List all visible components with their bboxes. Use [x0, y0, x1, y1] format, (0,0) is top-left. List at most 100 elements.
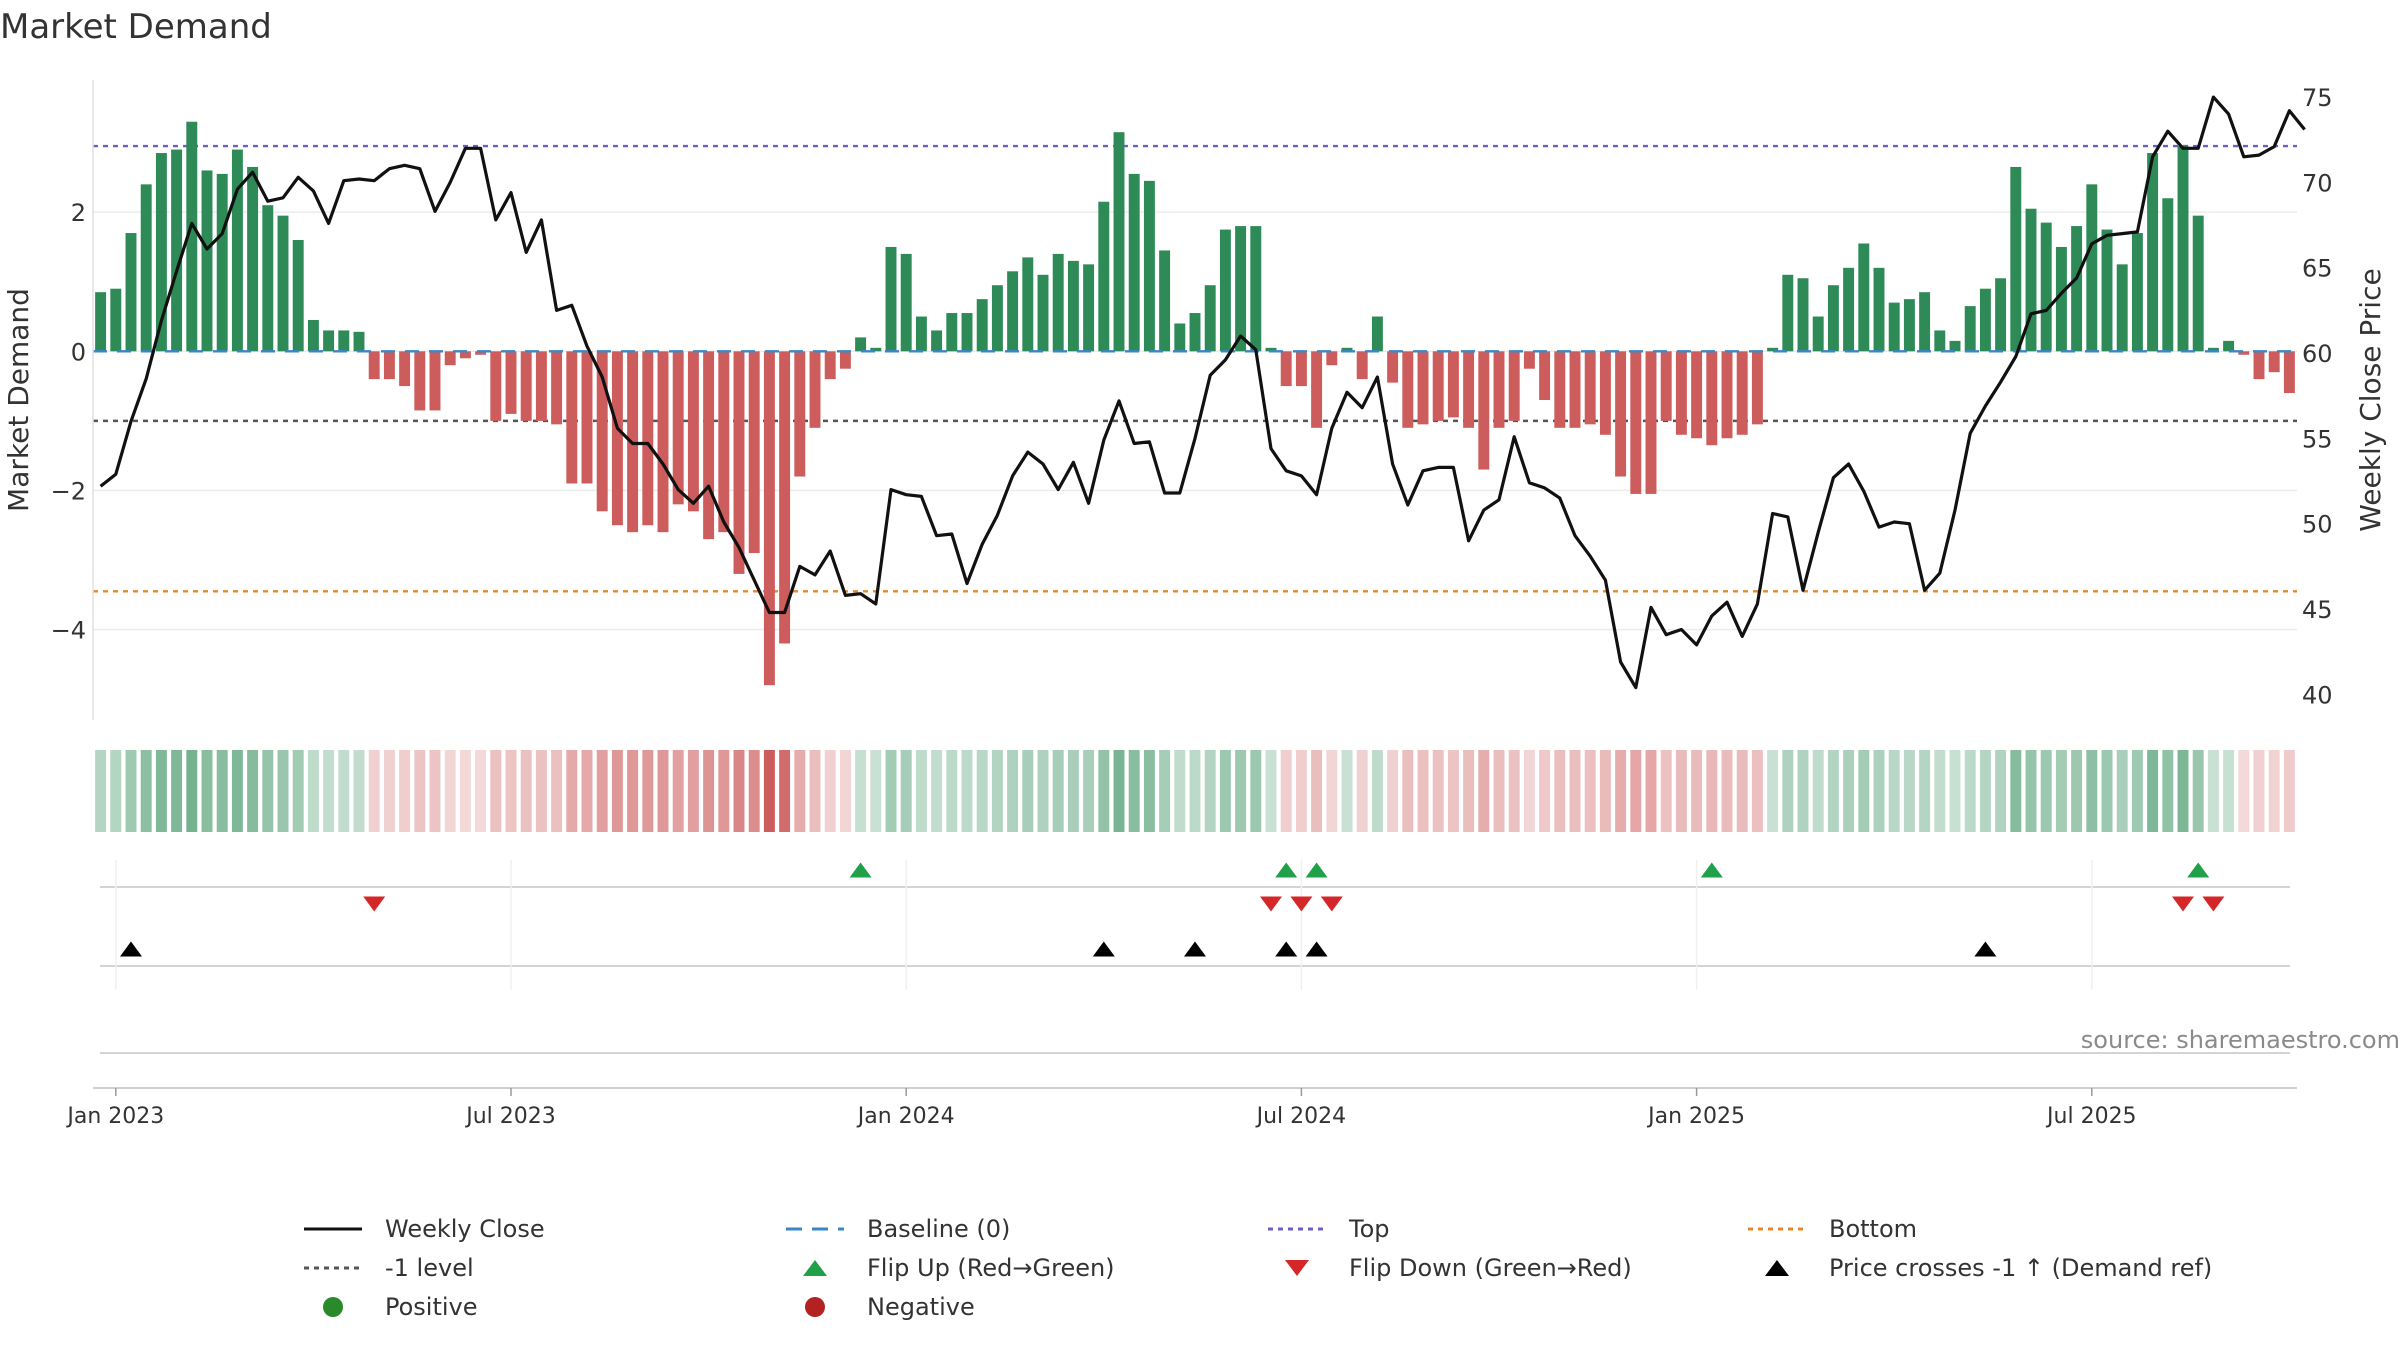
demand-bar — [1949, 340, 1961, 352]
heat-cell — [429, 750, 441, 832]
demand-bar — [2010, 166, 2022, 352]
demand-bar — [1919, 292, 1931, 352]
demand-bar — [125, 233, 137, 352]
demand-bar — [1843, 267, 1855, 352]
demand-bar — [703, 351, 715, 540]
y2-tick-label: 55 — [2302, 425, 2333, 453]
heat-cell — [2177, 750, 2189, 832]
heat-cell — [1995, 750, 2007, 832]
heat-cell — [125, 750, 137, 832]
demand-bar — [2192, 215, 2204, 352]
demand-bar — [733, 351, 745, 574]
demand-bar — [1934, 330, 1946, 352]
demand-bar — [824, 351, 836, 380]
demand-bar — [475, 351, 487, 355]
y2-tick-label: 65 — [2302, 255, 2333, 283]
demand-bar — [535, 351, 547, 421]
demand-bar — [779, 351, 791, 644]
flip-down-marker — [1320, 896, 1343, 912]
demand-bar — [2040, 222, 2052, 352]
heat-cell — [1189, 750, 1201, 832]
heat-cell — [262, 750, 274, 832]
demand-bar — [1660, 351, 1672, 421]
price-cross-marker — [1974, 941, 1997, 957]
demand-bar — [718, 351, 730, 533]
demand-bar — [1113, 132, 1125, 352]
heat-cell — [1083, 750, 1095, 832]
heat-cell — [475, 750, 487, 832]
heat-cell — [976, 750, 988, 832]
demand-bar — [429, 351, 441, 411]
heat-cell — [1432, 750, 1444, 832]
heat-cell — [1584, 750, 1596, 832]
demand-bar — [1888, 302, 1900, 352]
heat-cell — [839, 750, 851, 832]
heat-cell — [2162, 750, 2174, 832]
demand-bar — [794, 351, 806, 477]
heat-cell — [611, 750, 623, 832]
demand-bar — [946, 313, 958, 352]
heat-cell — [1767, 750, 1779, 832]
heat-cell — [1204, 750, 1216, 832]
y2-tick-label: 75 — [2302, 84, 2333, 112]
heat-cell — [2131, 750, 2143, 832]
legend-label: Top — [1348, 1215, 1390, 1243]
y2-tick-label: 40 — [2302, 681, 2333, 709]
flip-up-marker — [1305, 862, 1328, 878]
demand-bar — [1037, 274, 1049, 352]
y-tick-label: −4 — [51, 617, 86, 645]
heat-cell — [1478, 750, 1490, 832]
demand-bar — [991, 285, 1003, 352]
demand-bar — [95, 292, 107, 352]
heat-cell — [1174, 750, 1186, 832]
demand-bar — [323, 330, 335, 352]
heat-cell — [1143, 750, 1155, 832]
heat-cell — [459, 750, 471, 832]
demand-bar — [444, 351, 456, 366]
demand-bar — [1569, 351, 1581, 428]
flip-up-marker — [2187, 862, 2210, 878]
heat-cell — [687, 750, 699, 832]
demand-bar — [885, 246, 897, 352]
legend-label: Flip Up (Red→Green) — [867, 1254, 1115, 1282]
heat-cell — [1417, 750, 1429, 832]
y-tick-label: 2 — [71, 199, 86, 227]
demand-bar — [2071, 226, 2083, 352]
price-series — [99, 95, 2306, 690]
demand-bar — [110, 288, 122, 352]
heat-cell — [1630, 750, 1642, 832]
demand-bar — [1098, 201, 1110, 352]
heat-cell — [1052, 750, 1064, 832]
demand-bar — [216, 173, 228, 352]
legend-label: Negative — [867, 1293, 975, 1321]
demand-bar — [231, 149, 243, 352]
demand-bar — [1265, 347, 1277, 352]
demand-bar — [307, 320, 319, 352]
heat-cell — [323, 750, 335, 832]
demand-bar — [2086, 184, 2098, 352]
demand-bar — [1903, 299, 1915, 352]
demand-bar — [247, 166, 259, 352]
heat-cell — [2071, 750, 2083, 832]
legend-swatch — [805, 1297, 825, 1317]
heat-cell — [307, 750, 319, 832]
heat-cell — [1615, 750, 1627, 832]
heat-cell — [171, 750, 183, 832]
heat-cell — [1022, 750, 1034, 832]
price-cross-marker — [1092, 941, 1115, 957]
demand-bar — [1280, 351, 1292, 387]
flip-up-marker — [1275, 862, 1298, 878]
demand-bar — [763, 351, 775, 686]
heat-cell — [1569, 750, 1581, 832]
demand-bar — [2116, 264, 2128, 352]
heat-cell — [1934, 750, 1946, 832]
demand-bar — [1219, 229, 1231, 352]
demand-bar — [292, 240, 304, 352]
heat-cell — [1523, 750, 1535, 832]
heat-cell — [2268, 750, 2280, 832]
heat-cell — [231, 750, 243, 832]
heat-cell — [991, 750, 1003, 832]
heat-cell — [1873, 750, 1885, 832]
heat-cell — [1235, 750, 1247, 832]
